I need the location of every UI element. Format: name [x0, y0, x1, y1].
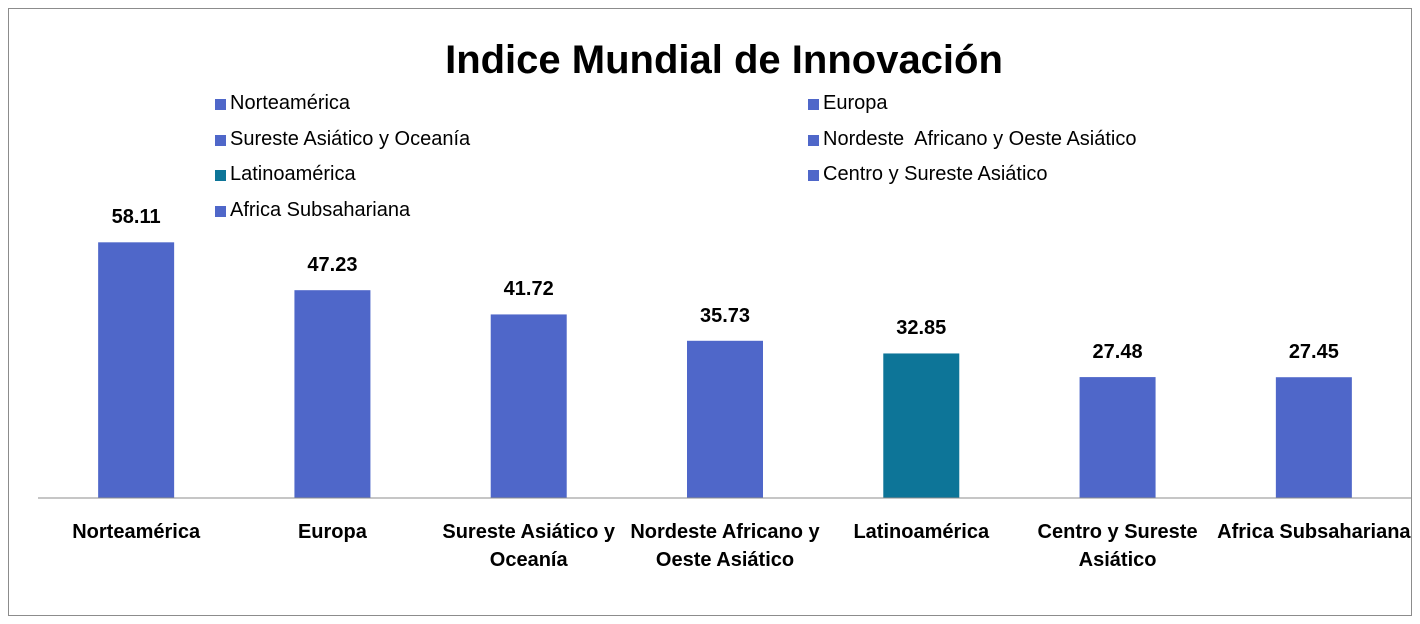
x-tick-label: Europa [297, 521, 367, 543]
x-tick-label: Nordeste Africano y Oeste Asiático [630, 521, 820, 571]
value-label: 27.45 [1288, 341, 1339, 364]
legend-label: Latinoamérica [230, 163, 356, 185]
legend-label: Norteamérica [230, 92, 351, 114]
bar [1275, 377, 1352, 498]
legend-swatch [808, 170, 819, 181]
x-tick-label: Latinoamérica [853, 521, 990, 543]
value-label: 41.72 [503, 278, 554, 301]
bar [687, 340, 763, 498]
value-label: 47.23 [307, 254, 358, 277]
legend-swatch [215, 170, 226, 181]
x-tick-label: Norteamérica [72, 521, 201, 543]
legend-label: Africa Subsahariana [230, 198, 411, 221]
bar [1079, 377, 1156, 498]
x-tick-label: Sureste Asiático y Oceanía [442, 521, 616, 571]
bar [883, 353, 960, 498]
bar [294, 290, 371, 498]
x-tick-label: Africa Subsahariana [1217, 521, 1411, 543]
legend-label: Nordeste Africano y Oeste Asiático [823, 127, 1137, 150]
bar [490, 314, 567, 498]
legend-swatch [808, 134, 819, 146]
legend-swatch [215, 134, 226, 146]
value-label: 27.48 [1092, 341, 1143, 364]
legend-swatch [808, 99, 819, 110]
x-tick-label: Centro y Sureste Asiático [1037, 521, 1198, 571]
chart-border [8, 8, 1412, 616]
legend-swatch [215, 99, 226, 110]
legend-label: Sureste Asiático y Oceanía [230, 127, 471, 150]
value-label: 35.73 [699, 304, 751, 327]
bar [98, 242, 175, 498]
chart-title: Indice Mundial de Innovación [445, 38, 1003, 82]
value-label: 32.85 [896, 317, 947, 340]
legend-swatch [215, 205, 226, 217]
value-label: 58.11 [111, 206, 161, 229]
legend-label: Centro y Sureste Asiático [823, 163, 1048, 185]
legend-label: Europa [823, 92, 888, 114]
